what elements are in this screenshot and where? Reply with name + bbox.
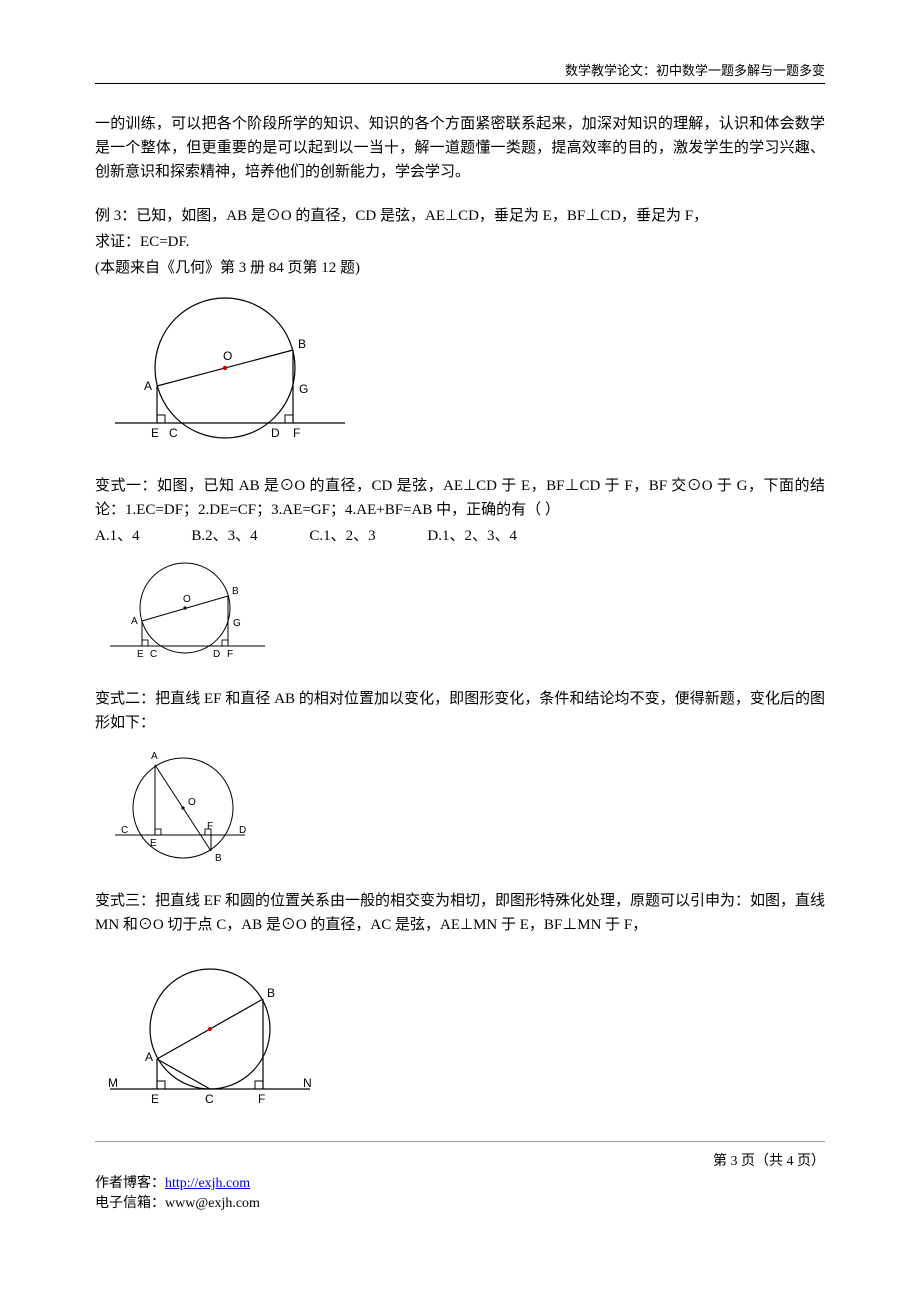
svg-text:C: C <box>169 426 178 440</box>
svg-text:N: N <box>303 1076 312 1090</box>
svg-text:A: A <box>144 379 152 393</box>
email-label: 电子信箱： <box>95 1196 165 1211</box>
svg-text:F: F <box>258 1092 265 1106</box>
svg-text:D: D <box>213 649 220 660</box>
footer-separator <box>95 1141 825 1142</box>
svg-text:O: O <box>223 349 232 363</box>
variant3-text: 变式三：把直线 EF 和圆的位置关系由一般的相交变为相切，即图形特殊化处理，原题… <box>95 889 825 937</box>
figure-2-svg: A B O G E C D F <box>95 556 275 671</box>
svg-text:E: E <box>150 838 157 849</box>
svg-text:M: M <box>108 1076 118 1090</box>
footer-blog-line: 作者博客：http://exjh.com <box>95 1174 825 1194</box>
svg-text:A: A <box>131 616 138 627</box>
variant2-text: 变式二：把直线 EF 和直径 AB 的相对位置加以变化，即图形变化，条件和结论均… <box>95 687 825 735</box>
document-page: 数学教学论文：初中数学一题多解与一题多变 一的训练，可以把各个阶段所学的知识、知… <box>0 0 920 1302</box>
svg-text:B: B <box>215 853 222 864</box>
svg-text:G: G <box>233 618 241 629</box>
footer-email-line: 电子信箱：www@exjh.com <box>95 1194 825 1214</box>
running-title: 数学教学论文：初中数学一题多解与一题多变 <box>565 63 825 78</box>
svg-text:E: E <box>137 649 144 660</box>
figure-3: A B O C D E F <box>95 743 825 881</box>
svg-text:C: C <box>205 1092 214 1106</box>
svg-text:O: O <box>183 594 191 605</box>
figure-3-svg: A B O C D E F <box>95 743 265 873</box>
svg-text:A: A <box>151 751 158 762</box>
intro-paragraph: 一的训练，可以把各个阶段所学的知识、知识的各个方面紧密联系起来，加深对知识的理解… <box>95 112 825 184</box>
body: 一的训练，可以把各个阶段所学的知识、知识的各个方面紧密联系起来，加深对知识的理解… <box>95 112 825 1123</box>
example3-line2: 求证：EC=DF. <box>95 230 825 254</box>
svg-text:C: C <box>150 649 157 660</box>
svg-text:F: F <box>227 649 233 660</box>
figure-1: A B O G E C D F <box>95 288 825 466</box>
option-b: B.2、3、4 <box>191 524 257 548</box>
blog-label: 作者博客： <box>95 1176 165 1191</box>
page-number: 第 3 页（共 4 页） <box>95 1150 825 1170</box>
svg-text:O: O <box>188 797 196 808</box>
figure-4-svg: A B M N E C F <box>95 955 325 1115</box>
svg-text:D: D <box>239 825 246 836</box>
option-a: A.1、4 <box>95 524 140 548</box>
option-d: D.1、2、3、4 <box>427 524 517 548</box>
option-c: C.1、2、3 <box>309 524 375 548</box>
svg-text:E: E <box>151 426 159 440</box>
email-value: www@exjh.com <box>165 1196 260 1211</box>
variant1-options: A.1、4 B.2、3、4 C.1、2、3 D.1、2、3、4 <box>95 524 825 548</box>
figure-1-svg: A B O G E C D F <box>95 288 355 458</box>
svg-text:D: D <box>271 426 280 440</box>
svg-text:C: C <box>121 825 128 836</box>
svg-text:A: A <box>145 1050 153 1064</box>
example3-line1: 例 3：已知，如图，AB 是⊙O 的直径，CD 是弦，AE⊥CD，垂足为 E，B… <box>95 204 825 228</box>
svg-text:B: B <box>298 337 306 351</box>
figure-4: A B M N E C F <box>95 955 825 1123</box>
svg-text:B: B <box>267 986 275 1000</box>
footer-info: 作者博客：http://exjh.com 电子信箱：www@exjh.com <box>95 1174 825 1214</box>
svg-text:B: B <box>232 586 239 597</box>
blog-link[interactable]: http://exjh.com <box>165 1176 250 1191</box>
running-header: 数学教学论文：初中数学一题多解与一题多变 <box>95 60 825 84</box>
variant1-text: 变式一：如图，已知 AB 是⊙O 的直径，CD 是弦，AE⊥CD 于 E，BF⊥… <box>95 474 825 522</box>
example3-line3: (本题来自《几何》第 3 册 84 页第 12 题) <box>95 256 825 280</box>
svg-text:E: E <box>151 1092 159 1106</box>
svg-text:G: G <box>299 382 308 396</box>
svg-text:F: F <box>293 426 300 440</box>
figure-2: A B O G E C D F <box>95 556 825 679</box>
svg-text:F: F <box>207 821 213 832</box>
